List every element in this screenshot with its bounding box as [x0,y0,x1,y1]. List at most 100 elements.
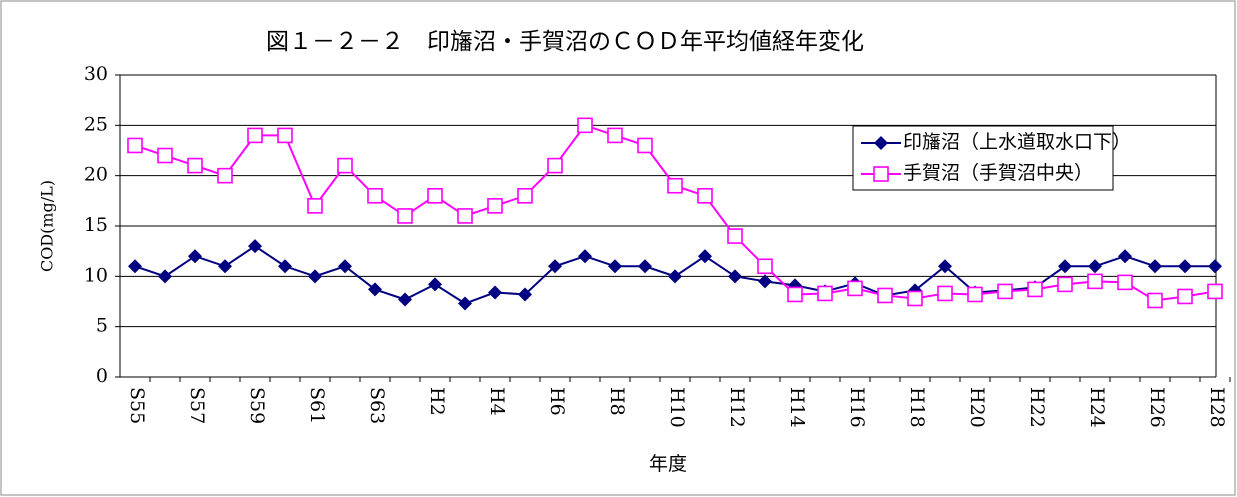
x-tick-label: H20 [966,387,988,428]
point [158,269,172,284]
point [367,188,383,204]
point [667,177,683,194]
point [997,283,1013,300]
y-axis-title: COD(mg/L) [38,180,57,272]
y-tick-label: 25 [84,113,108,135]
point [877,287,893,304]
point [937,285,953,302]
point [248,239,262,254]
point [397,208,413,224]
x-tick-label: H12 [726,387,748,428]
point [608,259,622,274]
point [967,286,983,303]
point [368,282,382,297]
point [728,269,742,284]
point [488,285,502,300]
point [1117,274,1133,291]
x-tick-label: S57 [186,387,208,424]
x-tick-label: H14 [786,387,808,428]
point [428,277,442,292]
x-tick-label: H22 [1026,387,1048,428]
point [277,127,293,144]
point [128,259,142,274]
x-tick-label: H18 [906,387,928,428]
x-tick-label: H8 [606,387,628,416]
point [1178,259,1192,274]
legend-box [852,125,1114,191]
point [247,127,263,144]
x-tick-label: H24 [1086,387,1108,428]
point [337,157,353,174]
x-tick-label: H26 [1146,387,1168,428]
x-tick-label: H2 [426,387,448,416]
point [338,259,352,274]
point [1027,281,1043,298]
point [427,188,443,204]
point [727,228,743,244]
point [487,198,503,214]
point [218,259,232,274]
point [607,127,623,144]
x-tick-label: H28 [1206,387,1228,428]
point [1057,276,1073,293]
point [817,285,833,302]
point [307,198,323,214]
point [398,292,412,307]
point [1207,283,1223,300]
point [127,137,143,154]
point [638,259,652,274]
point [1148,259,1162,274]
y-tick-label: 20 [84,164,108,186]
point [518,287,532,302]
point [1177,288,1193,305]
point [1087,273,1103,290]
x-tick-label: S55 [126,387,148,424]
point [157,147,173,164]
point [548,259,562,274]
point [278,259,292,274]
point [757,258,773,275]
y-tick-label: 10 [84,264,108,286]
chart-title: 図１－２－２ 印旛沼・手賀沼のＣＯＤ年平均値経年変化 [266,29,864,55]
legend-label: 印旛沼（上水道取水口下） [903,131,1131,153]
x-tick-label: S61 [306,387,328,424]
point [847,280,863,297]
x-axis-title: 年度 [649,453,687,475]
point [1208,259,1222,274]
point [217,167,233,184]
x-tick-label: S63 [366,387,388,424]
legend-marker [873,166,889,182]
x-tick-label: H4 [486,387,508,416]
point [1147,292,1163,309]
legend-label: 手賀沼（手賀沼中央） [903,162,1093,184]
point [458,296,472,311]
point [1058,259,1072,274]
point [517,188,533,204]
point [1088,259,1102,274]
point [907,290,923,307]
x-tick-label: H6 [546,387,568,416]
legend-marker [874,136,888,150]
x-tick-label: H10 [666,387,688,428]
y-tick-label: 30 [84,63,108,85]
x-tick-label: S59 [246,387,268,424]
point [577,117,593,134]
point [547,157,563,174]
point [698,249,712,264]
point [697,188,713,204]
point [938,259,952,274]
point [637,137,653,154]
point [308,269,322,284]
y-tick-label: 0 [96,365,108,387]
point [758,274,772,289]
point [187,157,203,174]
y-tick-label: 15 [84,214,108,236]
point [188,249,202,264]
point [578,249,592,264]
x-tick-label: H16 [846,387,868,428]
point [787,286,803,303]
point [457,208,473,224]
point [1118,249,1132,264]
